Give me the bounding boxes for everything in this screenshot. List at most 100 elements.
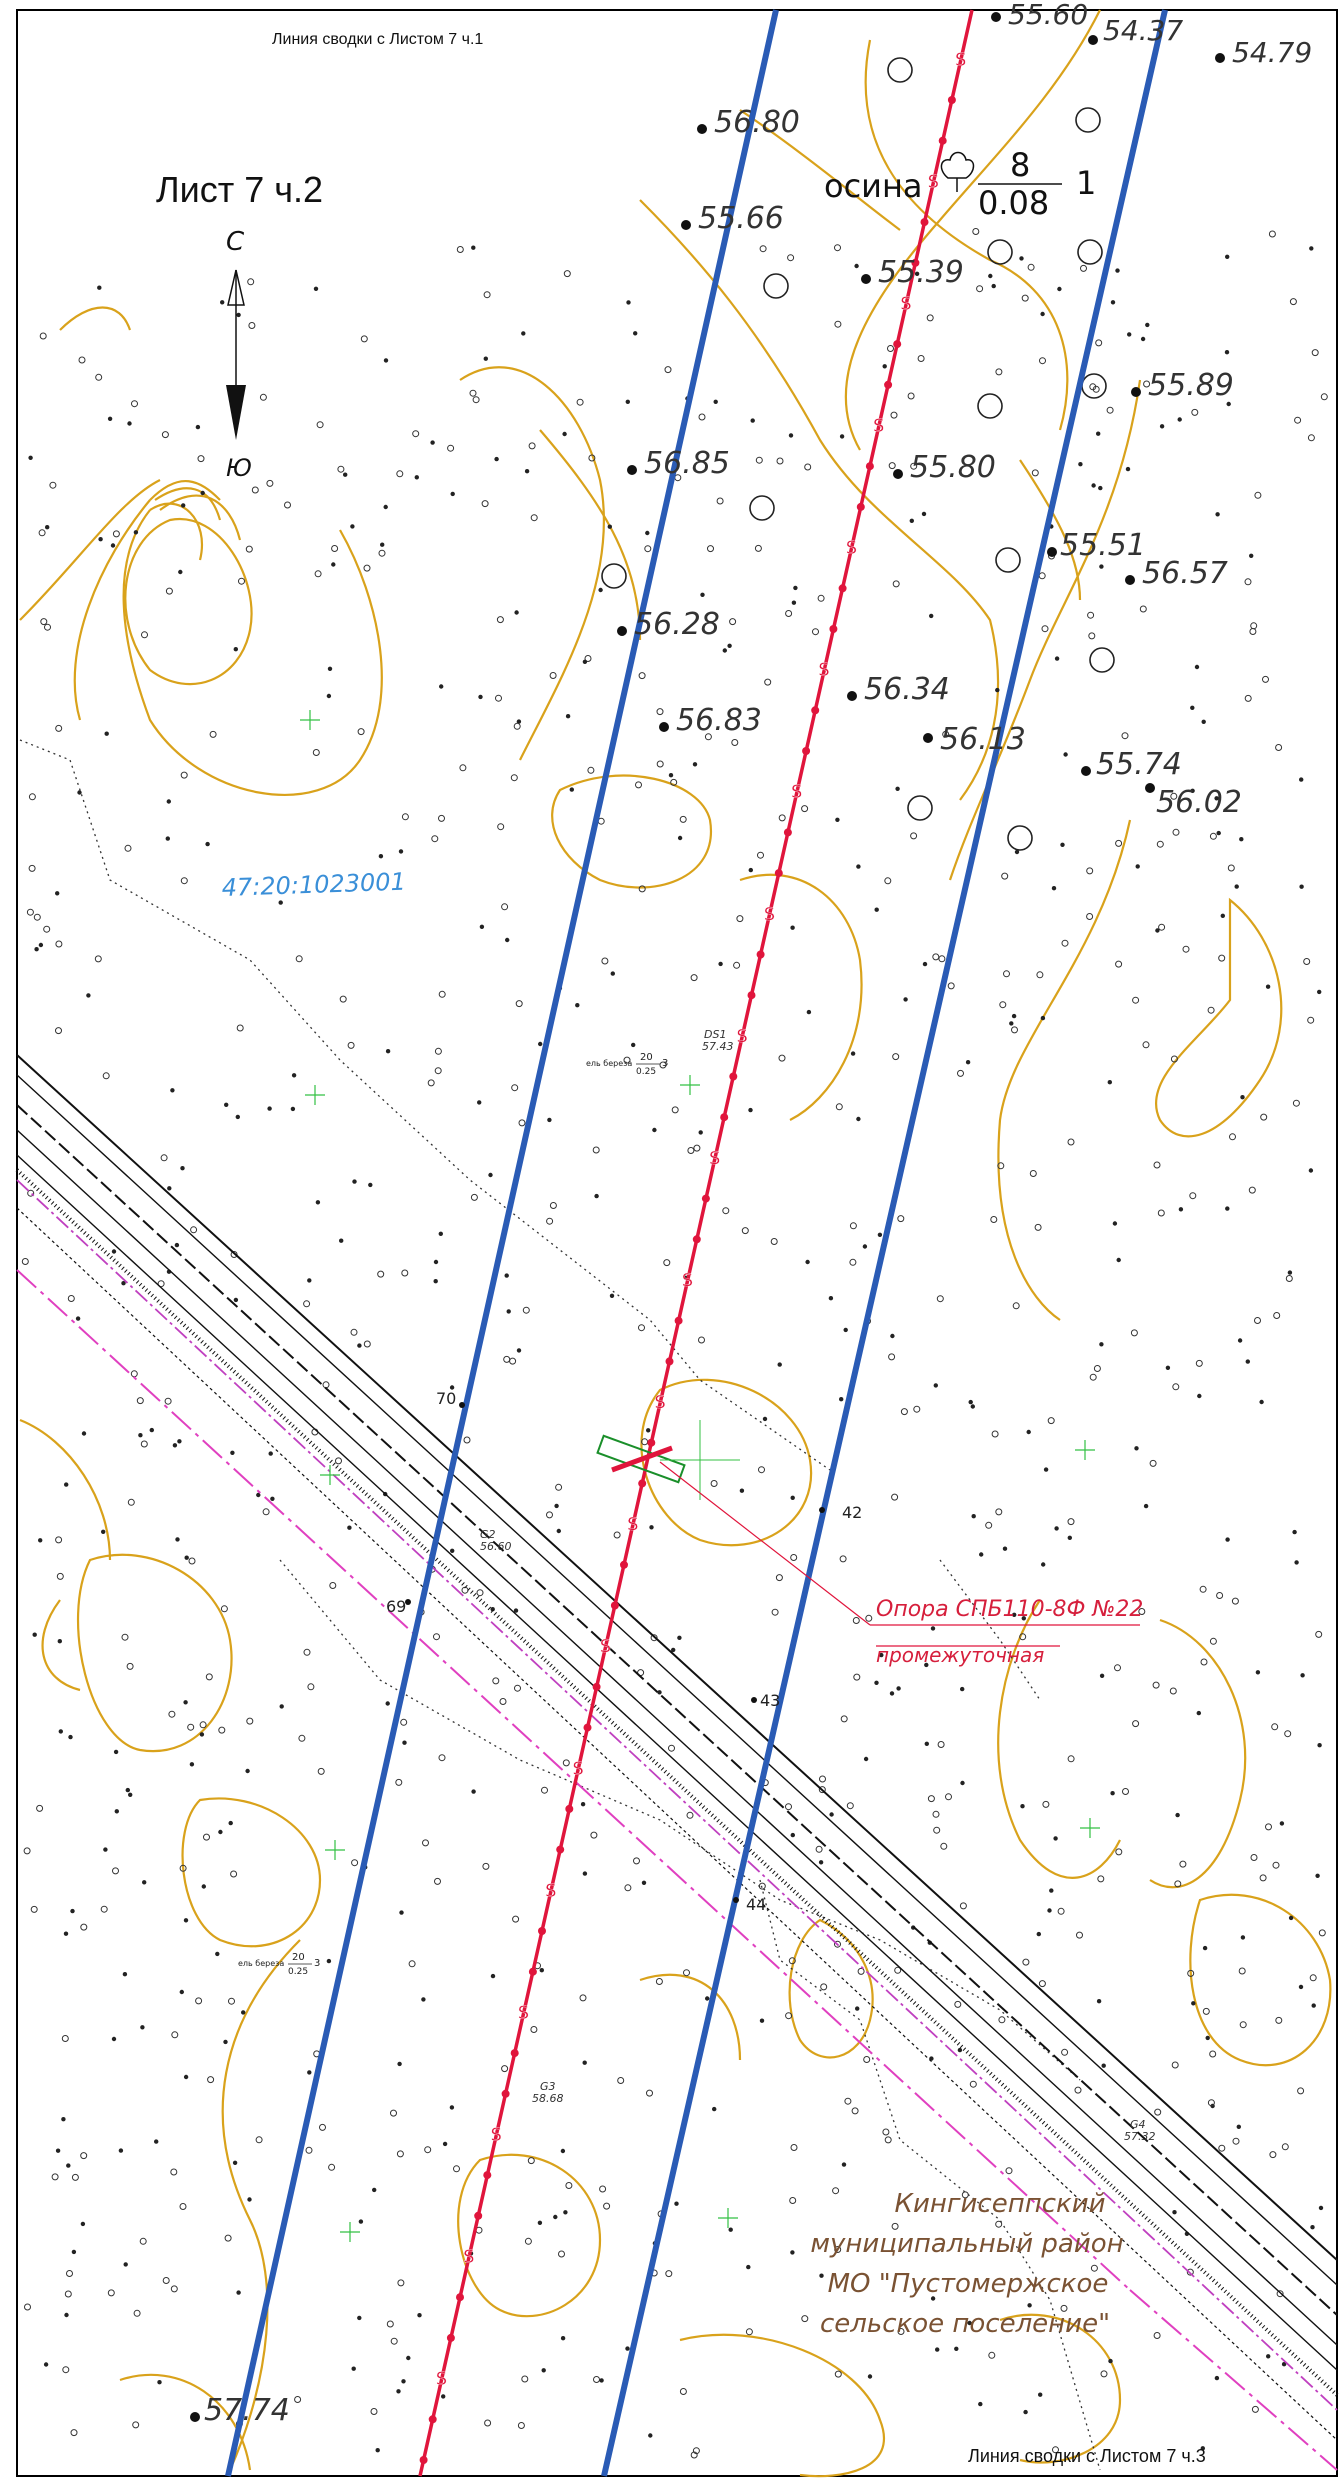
spot-point: [1057, 1907, 1065, 1915]
elevation-point: 55.74: [1081, 747, 1182, 782]
spot-point: [205, 1673, 213, 1681]
spot-point: [1190, 788, 1195, 793]
spot-point: [1088, 632, 1096, 640]
spot-point: [1042, 1800, 1050, 1808]
picket-number: 42: [842, 1503, 862, 1522]
elevation-point: 54.37: [1088, 14, 1183, 47]
spot-point: [788, 433, 794, 438]
tree-circle: [887, 57, 913, 83]
spot-point: [985, 1521, 993, 1529]
spot-point: [1067, 1535, 1073, 1541]
route-symbol: S: [955, 49, 966, 70]
spot-point: [754, 544, 762, 552]
route-node: [565, 1804, 574, 1813]
spot-point: [505, 937, 510, 943]
spot-point: [488, 1172, 493, 1178]
spot-point: [569, 787, 574, 792]
tree-icon: [940, 151, 975, 192]
spot-point: [1284, 1730, 1292, 1738]
spot-point: [903, 997, 908, 1002]
contour-line: [999, 2313, 1122, 2464]
spot-point: [633, 1857, 640, 1865]
spot-point: [298, 1734, 306, 1742]
spot-point: [1057, 286, 1062, 292]
survey-crosses: [300, 710, 1100, 2242]
spot-point: [663, 1259, 671, 1267]
spot-point: [165, 836, 170, 841]
spot-point: [785, 2012, 793, 2020]
spot-point: [1014, 849, 1020, 855]
spot-point: [503, 1355, 511, 1363]
spot-point: [889, 1691, 895, 1696]
spot-point: [609, 1293, 615, 1299]
spot-point: [357, 1343, 362, 1348]
spot-point: [368, 1182, 373, 1188]
elevation-value: 56.34: [864, 672, 950, 707]
spot-point: [582, 2060, 587, 2065]
spot-point: [1153, 2332, 1161, 2339]
spot-point: [1275, 2016, 1283, 2024]
spot-point: [686, 1811, 694, 1819]
spot-point: [1089, 383, 1097, 391]
route-node: [692, 1235, 701, 1244]
spot-point: [339, 995, 347, 1003]
spot-point: [1197, 1393, 1202, 1399]
route-markers: S S S S S S S S S S S S S S S S S S S S: [419, 49, 967, 2464]
spot-point: [649, 1525, 654, 1530]
spot-point: [1265, 984, 1271, 989]
spot-point: [1003, 970, 1010, 978]
spot-point: [650, 1634, 658, 1642]
route-node: [647, 1438, 656, 1447]
spot-point: [979, 1552, 984, 1557]
spot-point: [77, 790, 82, 795]
spot-point: [710, 1480, 718, 1487]
tree-circle: [601, 563, 627, 589]
spot-point: [656, 760, 664, 768]
small-tree-denominator: 0.25: [636, 1067, 656, 1077]
contour-line: [149, 502, 203, 561]
spot-point: [482, 1862, 490, 1870]
spot-point: [1315, 1630, 1323, 1638]
spot-point: [590, 1831, 598, 1839]
route-node: [583, 1723, 592, 1732]
spot-point: [728, 2227, 733, 2232]
spot-point: [970, 1404, 975, 1409]
spot-point: [1224, 350, 1230, 355]
spot-point: [195, 1997, 203, 2005]
spot-point: [560, 2148, 566, 2154]
spot-point: [1074, 2086, 1082, 2094]
tree-label: осина 8 0.08 1: [824, 146, 1096, 222]
spot-point: [625, 2346, 630, 2351]
spot-point: [1269, 2151, 1277, 2159]
elevation-point: 56.13: [923, 722, 1026, 757]
spot-point: [478, 694, 483, 700]
small-tree-count: 3: [662, 1058, 668, 1069]
spot-point: [1265, 1823, 1272, 1831]
spot-point: [917, 355, 925, 362]
spot-point: [506, 1309, 511, 1314]
elevation-point: 56.80: [697, 105, 800, 140]
spot-point: [599, 2378, 604, 2383]
spot-point: [401, 1269, 409, 1277]
spot-point: [788, 1957, 796, 1965]
spot-point: [867, 2374, 873, 2379]
spot-point: [64, 2290, 72, 2298]
spot-point: [363, 1340, 371, 1348]
spot-point: [390, 2337, 398, 2345]
spot-point: [1100, 2370, 1108, 2378]
route-node: [729, 1072, 738, 1081]
spot-point: [897, 2328, 905, 2335]
spot-point: [716, 497, 724, 505]
spot-point: [991, 1430, 999, 1438]
spot-point: [329, 1582, 337, 1589]
spot-point: [652, 1127, 657, 1133]
spot-point: [954, 2000, 962, 2008]
spot-point: [565, 714, 571, 719]
spot-point: [549, 672, 557, 679]
route-symbol: S: [682, 1270, 693, 1291]
spot-point: [645, 530, 650, 536]
spot-point: [315, 1200, 321, 1205]
small-tree-count: 3: [314, 1958, 320, 1969]
spot-point: [377, 1270, 385, 1278]
spot-point: [397, 2279, 405, 2287]
